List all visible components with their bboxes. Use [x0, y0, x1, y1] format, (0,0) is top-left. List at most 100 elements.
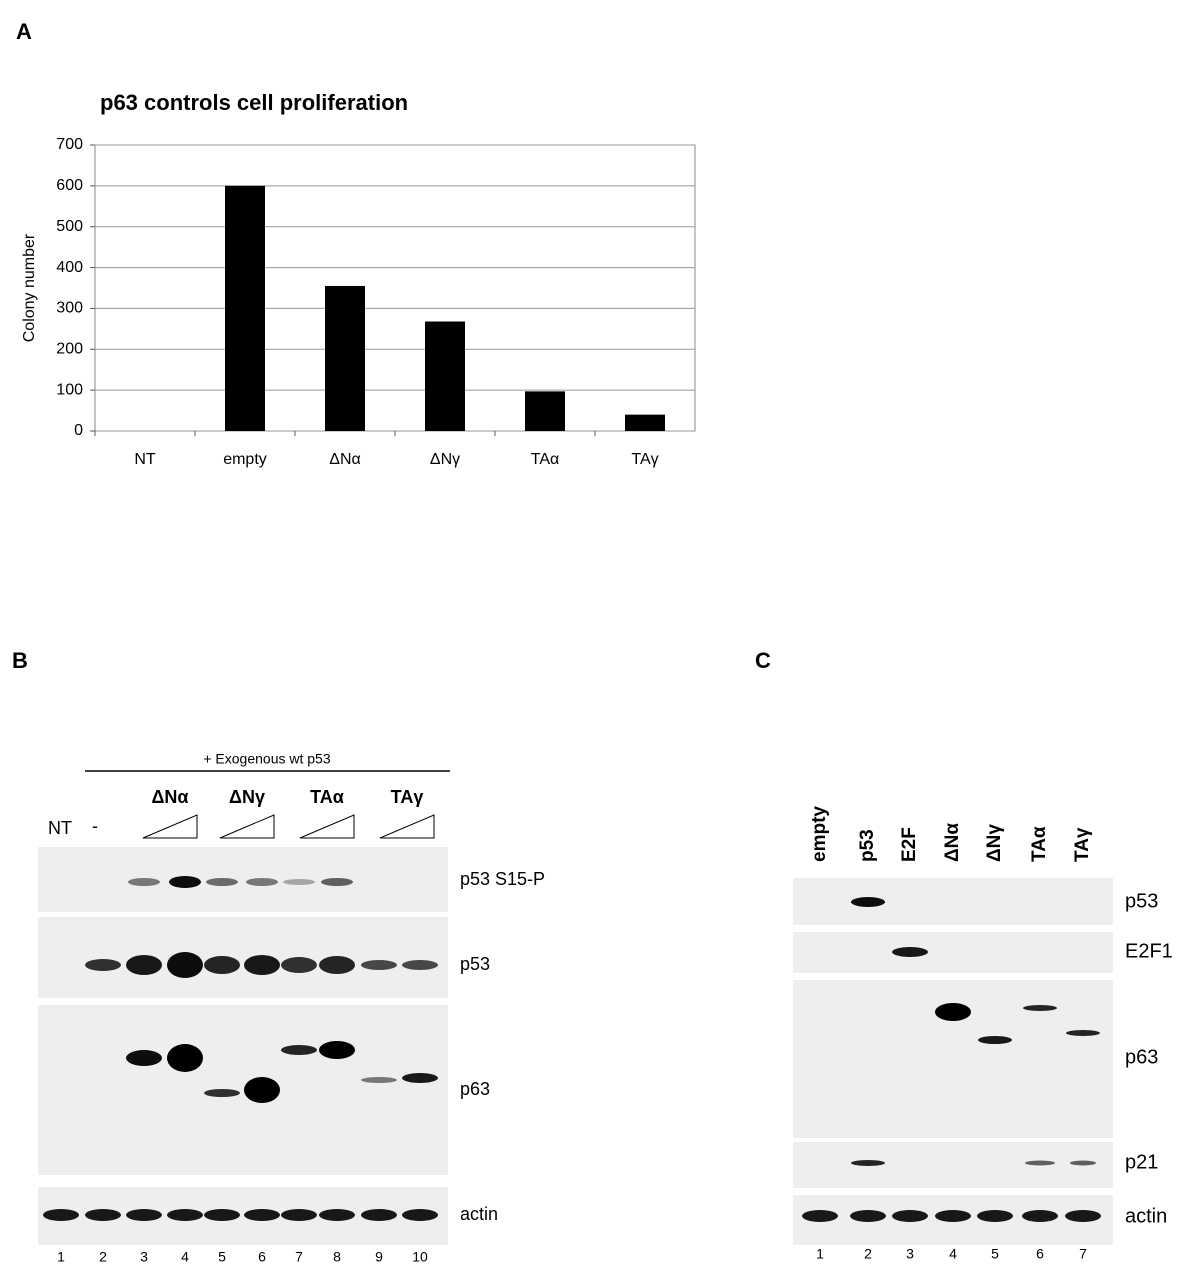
- group-label: ΔNγ: [229, 787, 265, 807]
- band: [204, 1089, 240, 1097]
- lane-label: TAα: [1029, 826, 1050, 862]
- lane-number: 6: [1036, 1246, 1044, 1262]
- band: [361, 960, 397, 970]
- row-label: p63: [460, 1079, 490, 1099]
- bar: [425, 321, 465, 431]
- lane-label: empty: [809, 806, 830, 862]
- x-tick-label: ΔNγ: [430, 451, 460, 468]
- band: [126, 1050, 162, 1066]
- row-label: p53: [460, 954, 490, 974]
- band: [281, 1045, 317, 1055]
- row-label: actin: [460, 1204, 498, 1224]
- band: [126, 955, 162, 975]
- y-axis-label: Colony number: [21, 233, 38, 342]
- band: [167, 1209, 203, 1221]
- chart-title: p63 controls cell proliferation: [100, 90, 408, 115]
- lane-number: 1: [57, 1249, 65, 1265]
- lane-number: 6: [258, 1249, 266, 1265]
- lane-label: TAγ: [1072, 827, 1093, 862]
- band: [1025, 1160, 1055, 1166]
- blot-strip: [793, 932, 1113, 973]
- lane-number: 7: [295, 1249, 303, 1265]
- y-tick-label: 200: [56, 341, 83, 358]
- panel-label: B: [12, 648, 28, 673]
- band: [281, 1209, 317, 1221]
- y-tick-label: 400: [56, 259, 83, 276]
- band: [1022, 1210, 1058, 1222]
- x-tick-label: TAγ: [631, 451, 658, 468]
- band: [977, 1210, 1013, 1222]
- band: [361, 1077, 397, 1083]
- lane-number: 2: [864, 1246, 872, 1262]
- band: [85, 959, 121, 971]
- group-label: TAγ: [391, 787, 424, 807]
- band: [851, 897, 885, 907]
- band: [321, 878, 353, 886]
- dose-wedge: [299, 814, 355, 839]
- lane-label: ΔNγ: [984, 824, 1005, 862]
- blot-strip: [38, 1005, 448, 1175]
- lane-number: 5: [991, 1246, 999, 1262]
- group-label: ΔNα: [151, 787, 188, 807]
- band: [402, 960, 438, 970]
- blot-header: + Exogenous wt p53: [203, 751, 330, 767]
- band: [402, 1073, 438, 1083]
- lane-number: 1: [816, 1246, 824, 1262]
- y-tick-label: 300: [56, 300, 83, 317]
- band: [244, 1209, 280, 1221]
- bar: [625, 414, 665, 431]
- band: [206, 878, 238, 886]
- blot-strip: [793, 878, 1113, 925]
- y-tick-label: 500: [56, 218, 83, 235]
- blot-strip: [793, 1142, 1113, 1188]
- band: [43, 1209, 79, 1221]
- x-tick-label: TAα: [531, 451, 560, 468]
- row-label: p21: [1125, 1151, 1158, 1173]
- band: [402, 1209, 438, 1221]
- y-tick-label: 0: [74, 422, 83, 439]
- lane-number: 4: [949, 1246, 957, 1262]
- x-tick-label: NT: [134, 451, 156, 468]
- dose-wedge: [142, 814, 198, 839]
- band: [319, 1209, 355, 1221]
- lane-label: E2F: [899, 827, 920, 862]
- row-label: actin: [1125, 1205, 1167, 1227]
- lane-number: 8: [333, 1249, 341, 1265]
- band: [1070, 1160, 1096, 1166]
- lane-label: ΔNα: [942, 823, 963, 862]
- band: [1066, 1030, 1100, 1036]
- lane-number: 9: [375, 1249, 383, 1265]
- lane-number: 3: [906, 1246, 914, 1262]
- lane-number: 2: [99, 1249, 107, 1265]
- band: [892, 947, 928, 957]
- lane-number: 7: [1079, 1246, 1087, 1262]
- y-tick-label: 600: [56, 177, 83, 194]
- x-tick-label: ΔNα: [329, 451, 361, 468]
- band: [283, 879, 315, 885]
- bar: [325, 285, 365, 431]
- lane-number: 3: [140, 1249, 148, 1265]
- band: [126, 1209, 162, 1221]
- control-label: NT: [48, 818, 72, 838]
- lane-number: 10: [412, 1249, 428, 1265]
- band: [204, 956, 240, 974]
- panel-label: C: [755, 648, 771, 673]
- band: [128, 878, 160, 886]
- band: [935, 1003, 971, 1021]
- band: [319, 956, 355, 974]
- bar: [225, 185, 265, 431]
- band: [244, 1077, 280, 1103]
- row-label: p53: [1125, 890, 1158, 912]
- band: [169, 876, 201, 888]
- band: [1065, 1210, 1101, 1222]
- lane-label: p53: [857, 829, 878, 862]
- band: [319, 1041, 355, 1059]
- lane-number: 4: [181, 1249, 189, 1265]
- band: [167, 1044, 203, 1072]
- bar: [525, 391, 565, 431]
- blot-strip: [38, 847, 448, 912]
- row-label: E2F1: [1125, 940, 1173, 962]
- y-tick-label: 100: [56, 381, 83, 398]
- band: [167, 952, 203, 978]
- band: [850, 1210, 886, 1222]
